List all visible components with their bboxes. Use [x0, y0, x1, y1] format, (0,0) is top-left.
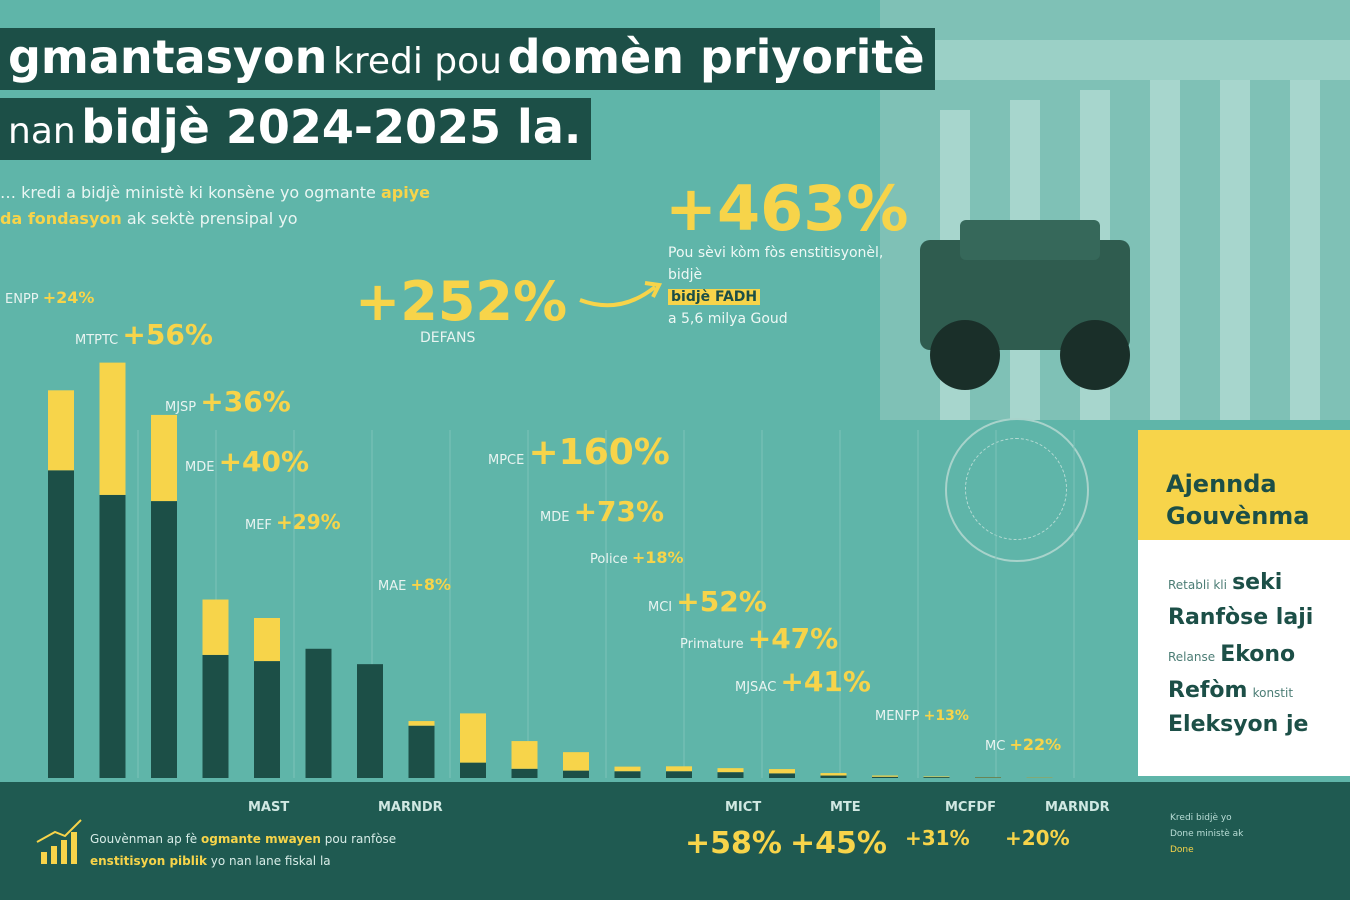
agenda-item: Eleksyon je: [1168, 712, 1309, 737]
bar-base: [563, 770, 589, 778]
bar-base: [820, 775, 847, 778]
bar-increase: [151, 414, 177, 502]
bar-increase: [769, 769, 795, 774]
bar-base: [151, 501, 177, 778]
bottom-bar-name: MICT: [725, 800, 762, 815]
bar-base: [48, 470, 74, 778]
bar-label: ENPP +24%: [5, 288, 95, 307]
agenda-item: Retabli kli seki: [1168, 570, 1283, 595]
bar-increase: [666, 766, 692, 772]
bar-base: [408, 725, 435, 778]
bar-label: Police +18%: [590, 548, 684, 567]
agenda-title: Ajennda Gouvènma: [1166, 470, 1310, 530]
bottom-bar-name: MARNDR: [1045, 800, 1110, 815]
agenda-item: Relanse Ekono: [1168, 642, 1296, 667]
bar-base: [357, 664, 383, 778]
defans-label: DEFANS: [420, 330, 476, 346]
highlight-463-text: Pou sèvi kòm fòs enstitisyonèl, bidjè bi…: [668, 245, 884, 327]
bar-base: [614, 771, 641, 778]
bar-chart: [48, 362, 1075, 778]
bar-increase: [408, 721, 435, 726]
footnote: Kredi bidjè yo Done ministè ak Done: [1170, 813, 1244, 855]
bottom-description: Gouvènman ap fè ogmante mwayen pou ranfò…: [90, 832, 397, 868]
bottom-bar-name: MTE: [830, 800, 861, 815]
agenda-item: Ranfòse laji: [1168, 605, 1314, 630]
growth-chart-icon: [36, 819, 82, 864]
bar-label: MCI +52%: [648, 585, 767, 618]
bar-increase: [820, 773, 847, 776]
bar-increase: [254, 618, 280, 662]
bar-increase: [717, 768, 744, 773]
bar-base: [511, 768, 538, 778]
bar-label: MC +22%: [985, 735, 1062, 754]
agenda-card: Ajennda Gouvènma Retabli kli seki Ranfòse…: [1138, 430, 1350, 776]
bar-base: [872, 776, 898, 778]
bottom-bar-percent: +31%: [905, 826, 970, 850]
title-line-1: gmantasyon kredi pou domèn priyoritè: [0, 28, 935, 90]
agenda-item: Refòm konstit: [1168, 678, 1294, 703]
bar-base: [99, 494, 126, 778]
bar-label: MENFP +13%: [875, 708, 969, 724]
bottom-bar-name: MCFDF: [945, 800, 997, 815]
military-vehicle-image: [900, 200, 1150, 400]
bottom-bar-percent: +45%: [790, 826, 887, 861]
bar-label: MEF +29%: [245, 510, 341, 534]
bar-label: MDE +73%: [540, 495, 665, 528]
defans-percent: +252%: [355, 270, 568, 333]
bottom-bar-percent: +20%: [1005, 826, 1070, 850]
bar-base: [769, 773, 795, 778]
bar-base: [460, 762, 486, 778]
bar-increase: [614, 766, 641, 772]
bar-label: MPCE +160%: [488, 432, 670, 473]
bar-increase: [99, 362, 126, 495]
government-seal-icon: [945, 418, 1089, 562]
bar-label: MTPTC +56%: [75, 318, 213, 351]
bar-increase: [202, 599, 229, 655]
bar-base: [717, 772, 744, 778]
bar-base: [666, 771, 692, 778]
bottom-band: [0, 782, 1350, 900]
bar-increase: [48, 390, 74, 471]
bar-label: Primature +47%: [680, 622, 839, 655]
bottom-bar-percent: +58%: [685, 826, 782, 861]
axis-name-1: MAST: [248, 800, 290, 815]
bar-base: [254, 661, 280, 778]
bar-increase: [511, 741, 538, 769]
bar-label: MAE +8%: [378, 575, 452, 594]
bar-increase: [923, 776, 950, 778]
arrow-icon: [579, 281, 663, 308]
bar-label: MJSAC +41%: [735, 665, 871, 698]
highlight-463-value: +463%: [665, 172, 909, 245]
bar-increase: [563, 752, 589, 771]
bar-label: MJSP +36%: [165, 385, 291, 418]
agenda-header: Ajennda Gouvènma: [1138, 430, 1350, 540]
bar-increase: [872, 775, 898, 777]
bar-base: [202, 654, 229, 778]
bar-base: [305, 648, 332, 778]
bar-base: [923, 777, 950, 778]
subtitle: … kredi a bidjè ministè ki konsène yo og…: [0, 183, 431, 228]
title-line-2: nan bidjè 2024-2025 la.: [0, 98, 592, 160]
axis-name-2: MARNDR: [378, 800, 443, 815]
bar-base: [975, 777, 1001, 778]
bar-label: MDE +40%: [185, 445, 310, 478]
bar-increase: [460, 713, 486, 763]
